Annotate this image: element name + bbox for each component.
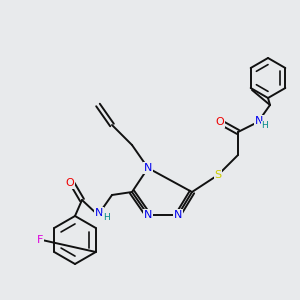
Text: N: N bbox=[144, 163, 152, 173]
Text: N: N bbox=[174, 210, 182, 220]
Text: H: H bbox=[262, 122, 268, 130]
Text: S: S bbox=[214, 170, 222, 180]
Text: F: F bbox=[37, 235, 43, 245]
Text: N: N bbox=[255, 116, 263, 126]
Text: H: H bbox=[103, 214, 110, 223]
Text: O: O bbox=[216, 117, 224, 127]
Text: N: N bbox=[144, 210, 152, 220]
Text: O: O bbox=[66, 178, 74, 188]
Text: N: N bbox=[95, 208, 103, 218]
